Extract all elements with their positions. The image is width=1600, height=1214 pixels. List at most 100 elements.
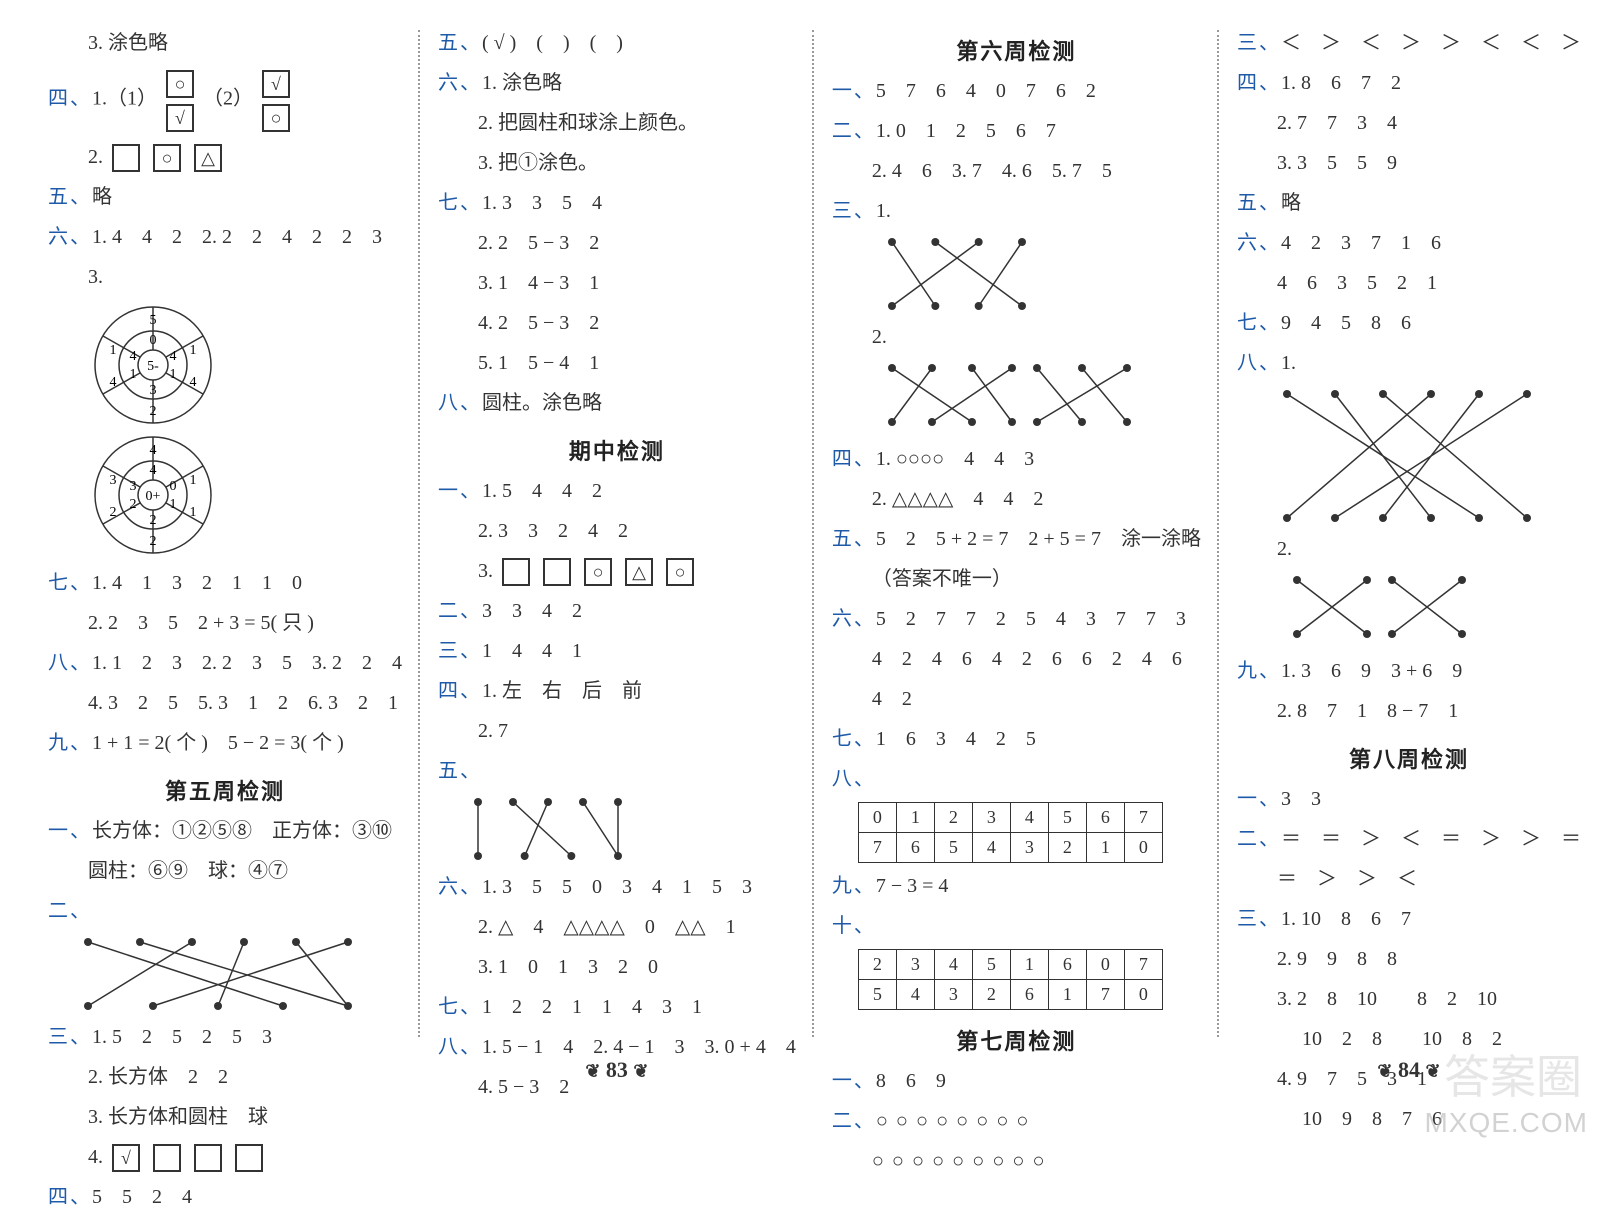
- text: 2. 3 3 2 4 2: [438, 514, 796, 548]
- shape-box: [502, 558, 530, 586]
- text: 三、1.: [832, 194, 1201, 228]
- svg-text:1: 1: [170, 367, 177, 382]
- svg-text:0+: 0+: [146, 489, 161, 504]
- text: 七、1. 4 1 3 2 1 1 0: [48, 566, 402, 600]
- shape-box: ○: [262, 104, 290, 132]
- text: 三、1 4 4 1: [438, 634, 796, 668]
- table-cell: 0: [858, 803, 896, 833]
- text: 2. 把圆柱和球涂上颜色。: [438, 106, 796, 140]
- section-title: 期中检测: [438, 434, 796, 466]
- svg-text:2: 2: [110, 505, 117, 520]
- text: 三、＜ ＞ ＜ ＞ ＞ ＜ ＜ ＞: [1237, 26, 1581, 60]
- table-cell: 6: [896, 833, 934, 863]
- text: 六、4 2 3 7 1 6: [1237, 226, 1581, 260]
- text: 五、5 2 5 + 2 = 7 2 + 5 = 7 涂一涂略: [832, 522, 1201, 556]
- svg-text:3: 3: [130, 479, 137, 494]
- text: 3. 1 0 1 3 2 0: [438, 950, 796, 984]
- matching-diagram: [1027, 360, 1137, 430]
- column-3: 第六周检测 一、5 7 6 4 0 7 6 2 二、1. 0 1 2 5 6 7…: [814, 20, 1219, 1097]
- table-cell: 2: [1048, 833, 1086, 863]
- text: 4 2: [832, 682, 1201, 716]
- shape-box: [112, 144, 140, 172]
- text: 二、: [48, 894, 402, 928]
- text: 一、8 6 9: [832, 1064, 1201, 1098]
- table-cell: 4: [972, 833, 1010, 863]
- text: 六、1. 涂色略: [438, 66, 796, 100]
- text: 五、( √ ) ( ) ( ): [438, 26, 796, 60]
- text: 2. 2 5 − 3 2: [438, 226, 796, 260]
- svg-text:2: 2: [130, 497, 137, 512]
- text: 八、1.: [1237, 346, 1581, 380]
- table-cell: 0: [1124, 980, 1162, 1010]
- text: 三、1. 5 2 5 2 5 3: [48, 1020, 402, 1054]
- text: 四、1. 左 右 后 前: [438, 674, 796, 708]
- table-cell: 0: [1124, 833, 1162, 863]
- shape-box: √: [112, 1144, 140, 1172]
- text: 3. 长方体和圆柱 球: [48, 1100, 402, 1134]
- text: 2. 2 3 5 2 + 3 = 5( 只 ): [48, 606, 402, 640]
- matching-diagram: [882, 360, 1022, 430]
- answer-table-2: 2345160754326170: [858, 949, 1163, 1010]
- svg-text:0: 0: [170, 479, 177, 494]
- table-cell: 6: [1010, 980, 1048, 1010]
- shape-box: [235, 1144, 263, 1172]
- text: ＝ ＞ ＞ ＜: [1237, 862, 1581, 896]
- text: 五、: [438, 754, 796, 788]
- text: 4 2 4 6 4 2 6 6 2 4 6: [832, 642, 1201, 676]
- text: 4. √: [48, 1140, 402, 1174]
- table-cell: 5: [1048, 803, 1086, 833]
- text: 2. △ 4 △△△△ 0 △△ 1: [438, 910, 796, 944]
- watermark-url: MXQE.COM: [1424, 1107, 1588, 1139]
- text: 九、1. 3 6 9 3 + 6 9: [1237, 654, 1581, 688]
- table-cell: 3: [972, 803, 1010, 833]
- text: 七、1 2 2 1 1 4 3 1: [438, 990, 796, 1024]
- text: 一、长方体：①②⑤⑧ 正方体：③⑩: [48, 814, 402, 848]
- text: 五、略: [48, 180, 402, 214]
- section-title: 第六周检测: [832, 34, 1201, 66]
- table-cell: 5: [858, 980, 896, 1010]
- text: 二、3 3 4 2: [438, 594, 796, 628]
- table-cell: 2: [934, 803, 972, 833]
- svg-text:4: 4: [150, 463, 157, 478]
- shape-box: √: [262, 70, 290, 98]
- table-cell: 1: [1086, 833, 1124, 863]
- text: 2. ○ △: [48, 140, 402, 174]
- shape-box: √: [166, 104, 194, 132]
- section-title: 第八周检测: [1237, 742, 1581, 774]
- svg-text:3: 3: [110, 473, 117, 488]
- table-cell: 5: [934, 833, 972, 863]
- text: ○○○○○○○○○: [832, 1144, 1201, 1178]
- matching-diagram: [1277, 386, 1537, 526]
- wheel-diagram-1: 5- 5 0 1 4 4 1 2 3 4 1 1 4: [78, 300, 228, 430]
- svg-text:4: 4: [110, 375, 117, 390]
- text: 2. 长方体 2 2: [48, 1060, 402, 1094]
- text: 2. 7 7 3 4: [1237, 106, 1581, 140]
- table-cell: 5: [972, 950, 1010, 980]
- text: 3. 2 8 10 8 2 10: [1237, 982, 1581, 1016]
- text: 4. 3 2 5 5. 3 1 2 6. 3 2 1: [48, 686, 402, 720]
- svg-text:5: 5: [150, 313, 157, 328]
- text: 2. △△△△ 4 4 2: [832, 482, 1201, 516]
- text: 八、: [832, 762, 1201, 796]
- text: 3. 1 4 − 3 1: [438, 266, 796, 300]
- text: 5. 1 5 − 4 1: [438, 346, 796, 380]
- table-cell: 0: [1086, 950, 1124, 980]
- svg-text:4: 4: [170, 349, 177, 364]
- matching-diagram: [468, 794, 628, 864]
- svg-text:5-: 5-: [147, 359, 159, 374]
- svg-text:1: 1: [190, 473, 197, 488]
- text: 二、1. 0 1 2 5 6 7: [832, 114, 1201, 148]
- text: 七、9 4 5 8 6: [1237, 306, 1581, 340]
- shape-box: ○: [153, 144, 181, 172]
- table-cell: 2: [972, 980, 1010, 1010]
- table-cell: 7: [1086, 980, 1124, 1010]
- svg-text:4: 4: [130, 349, 137, 364]
- text: 3.: [48, 260, 402, 294]
- svg-text:1: 1: [190, 343, 197, 358]
- shape-box: ○: [666, 558, 694, 586]
- text: 2. 8 7 1 8 − 7 1: [1237, 694, 1581, 728]
- text: 一、3 3: [1237, 782, 1581, 816]
- svg-text:1: 1: [190, 505, 197, 520]
- table-cell: 1: [896, 803, 934, 833]
- table-cell: 2: [858, 950, 896, 980]
